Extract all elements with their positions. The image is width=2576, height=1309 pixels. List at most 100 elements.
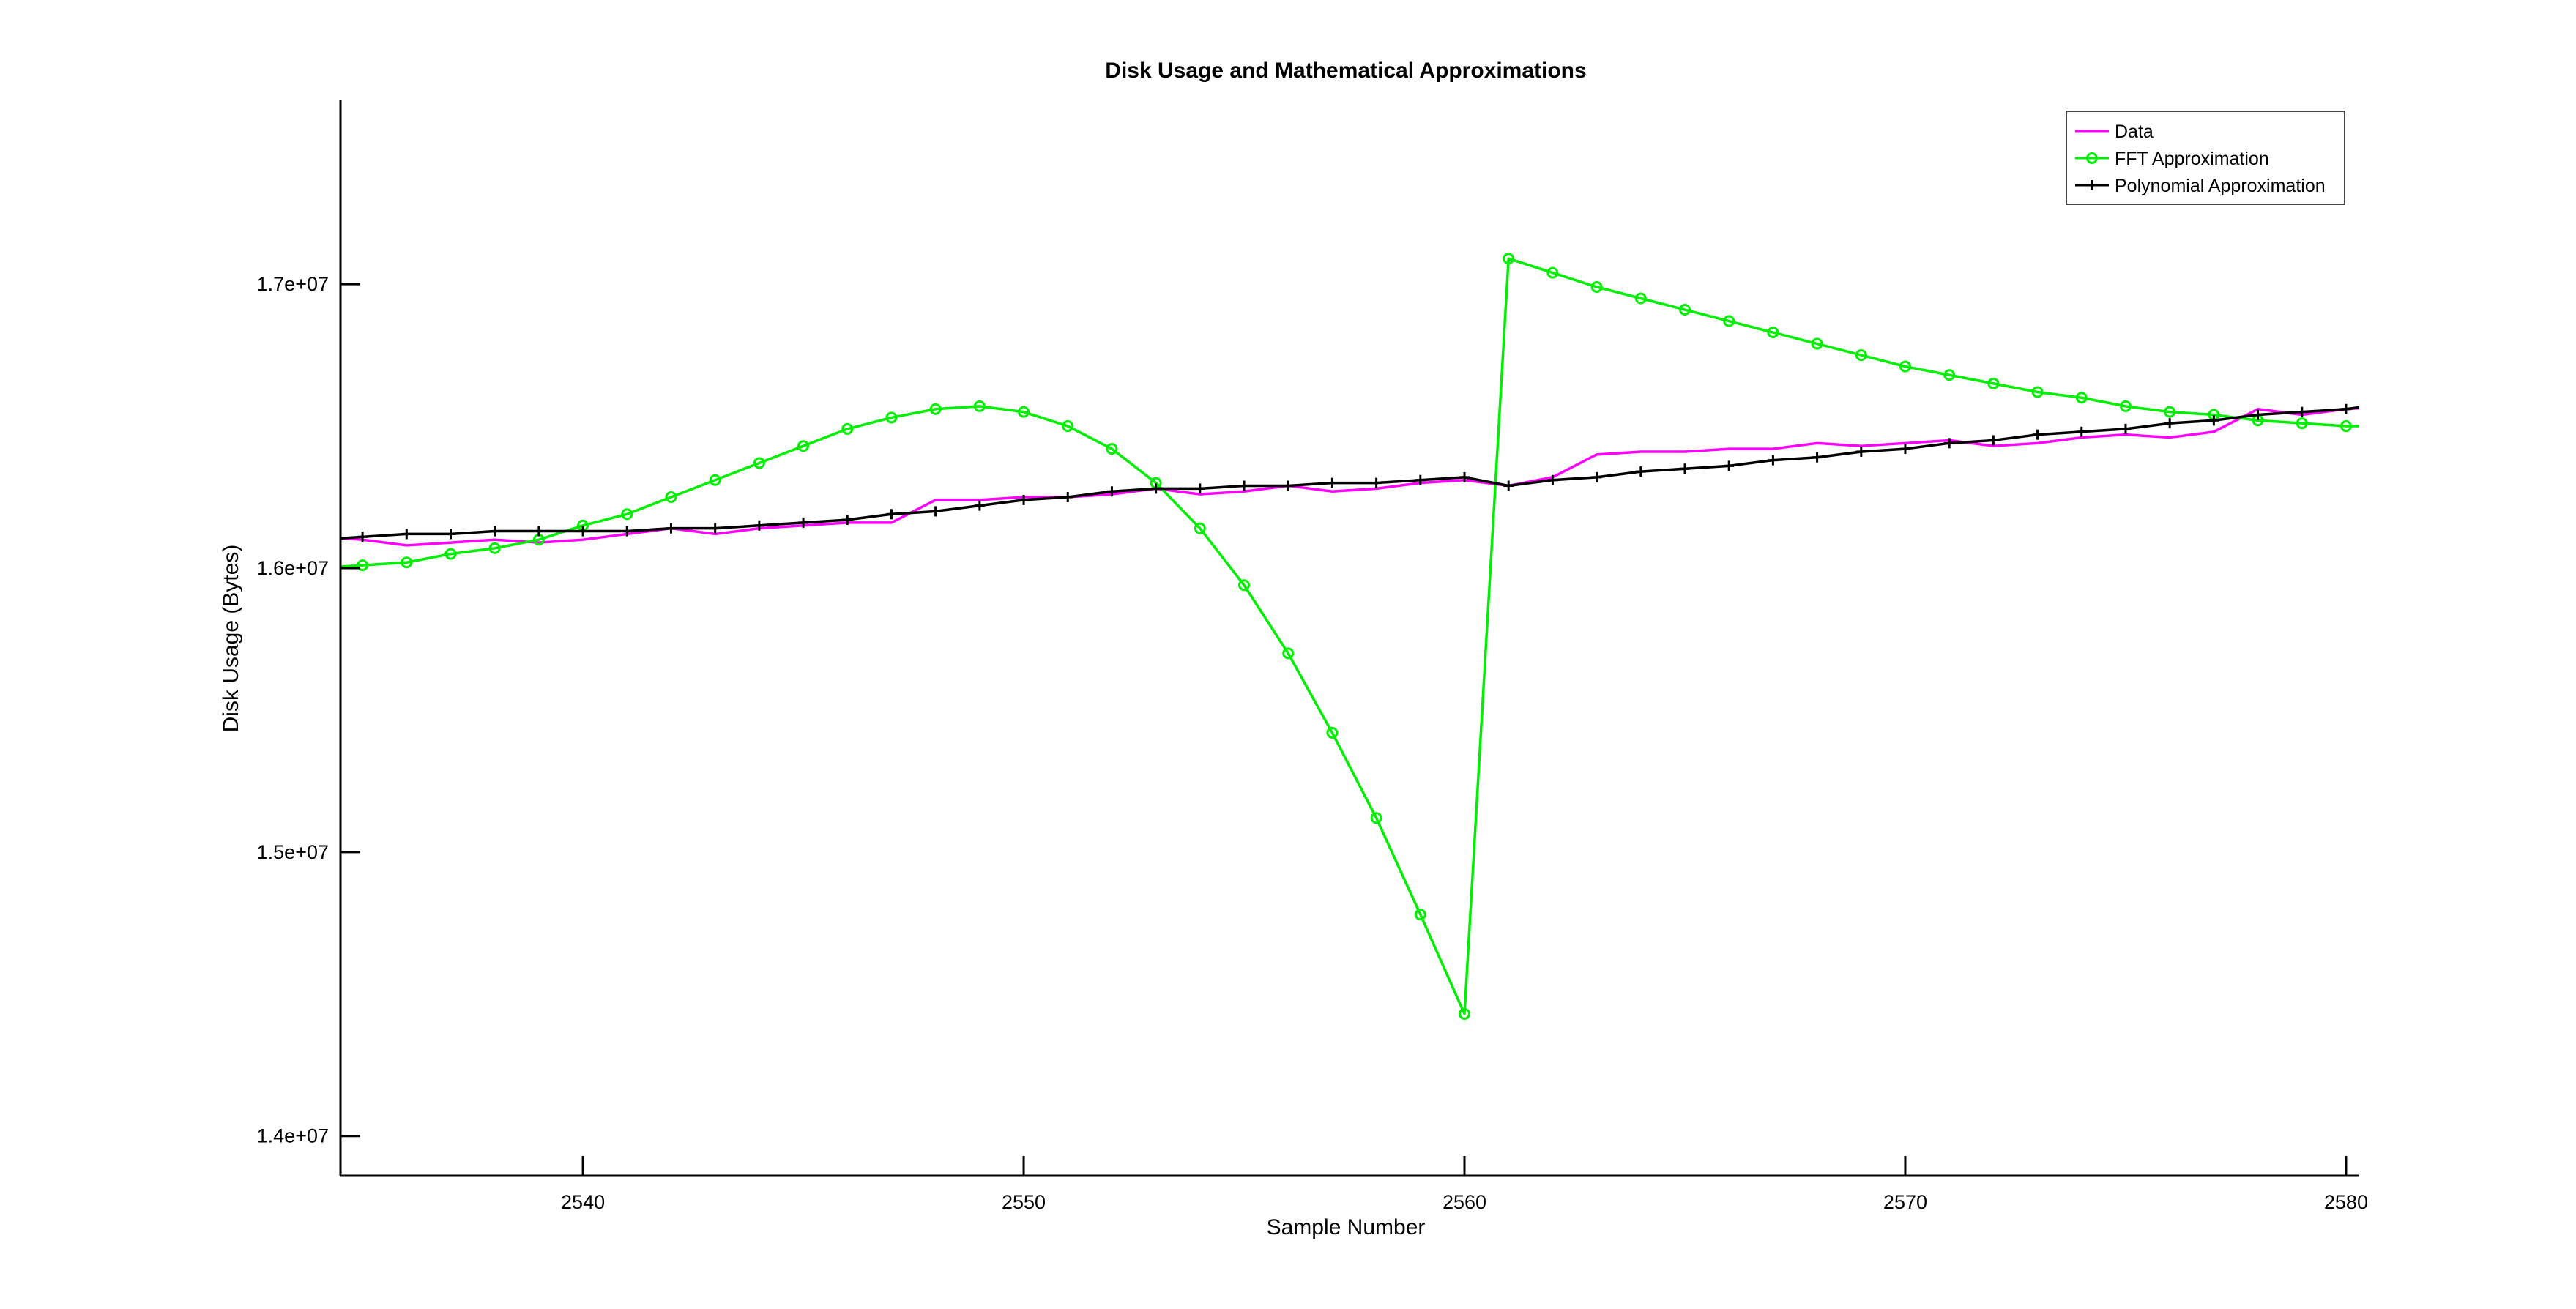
data-point-polynomial-approximation bbox=[622, 526, 633, 537]
legend-item-data: Data bbox=[2075, 122, 2154, 142]
data-point-polynomial-approximation bbox=[1415, 474, 1426, 485]
data-point-polynomial-approximation bbox=[1194, 483, 1205, 494]
data-point-polynomial-approximation bbox=[1459, 471, 1470, 482]
data-point-polynomial-approximation bbox=[313, 534, 324, 545]
data-point-polynomial-approximation bbox=[533, 526, 544, 537]
chart-title: Disk Usage and Mathematical Approximatio… bbox=[1105, 59, 1586, 83]
data-point-fft-approximation bbox=[1018, 406, 1030, 418]
legend-box bbox=[2066, 111, 2345, 205]
data-point-fft-approximation bbox=[1678, 304, 1691, 316]
legend-marker bbox=[2086, 152, 2098, 164]
data-point-polynomial-approximation bbox=[974, 500, 985, 511]
data-point-polynomial-approximation bbox=[1944, 438, 1955, 449]
data-point-fft-approximation bbox=[2339, 420, 2352, 433]
data-point-polynomial-approximation bbox=[1547, 474, 1558, 485]
legend-label: Data bbox=[2115, 122, 2154, 142]
data-point-polynomial-approximation bbox=[2385, 398, 2395, 409]
data-point-fft-approximation bbox=[929, 403, 942, 415]
data-point-polynomial-approximation bbox=[1988, 435, 1999, 446]
data-point-polynomial-approximation bbox=[1239, 480, 1250, 491]
data-point-polynomial-approximation bbox=[1150, 483, 1161, 494]
data-point-fft-approximation bbox=[1855, 349, 1867, 362]
data-point-fft-approximation bbox=[841, 422, 854, 435]
legend-marker bbox=[2087, 180, 2097, 190]
x-tick-label: 2540 bbox=[561, 1191, 605, 1213]
series-data bbox=[340, 406, 2359, 547]
y-tick-label: 1.6e+07 bbox=[257, 557, 329, 579]
data-point-fft-approximation bbox=[885, 411, 898, 424]
data-point-polynomial-approximation bbox=[2032, 429, 2043, 440]
data-point-fft-approximation bbox=[1943, 369, 1956, 381]
data-point-fft-approximation bbox=[444, 548, 457, 560]
data-point-polynomial-approximation bbox=[666, 523, 677, 534]
data-point-fft-approximation bbox=[1590, 280, 1603, 293]
data-point-fft-approximation bbox=[1459, 1007, 1471, 1020]
data-point-polynomial-approximation bbox=[1768, 455, 1779, 466]
data-point-fft-approximation bbox=[488, 542, 501, 554]
data-point-fft-approximation bbox=[1723, 315, 1735, 327]
data-point-polynomial-approximation bbox=[842, 515, 853, 526]
data-point-fft-approximation bbox=[797, 440, 810, 452]
data-point-polynomial-approximation bbox=[2076, 426, 2087, 437]
data-point-fft-approximation bbox=[1106, 443, 1118, 455]
data-point-fft-approximation bbox=[1194, 522, 1206, 534]
series-line-polynomial-approximation bbox=[340, 406, 2359, 540]
data-point-fft-approximation bbox=[1326, 726, 1339, 739]
data-point-fft-approximation bbox=[753, 457, 765, 469]
data-point-fft-approximation bbox=[2164, 406, 2176, 418]
data-point-fft-approximation bbox=[2075, 392, 2088, 404]
data-point-fft-approximation bbox=[1503, 253, 1515, 265]
y-tick-label: 1.5e+07 bbox=[257, 841, 329, 863]
series-fft-approximation bbox=[340, 253, 2359, 1020]
x-tick-label: 2580 bbox=[2324, 1191, 2368, 1213]
data-point-polynomial-approximation bbox=[578, 526, 589, 537]
legend-item-fft-approximation: FFT Approximation bbox=[2075, 149, 2269, 169]
data-point-polynomial-approximation bbox=[489, 526, 500, 537]
data-point-fft-approximation bbox=[1811, 337, 1823, 350]
data-point-fft-approximation bbox=[2031, 386, 2044, 398]
data-point-polynomial-approximation bbox=[798, 517, 809, 528]
data-point-fft-approximation bbox=[1546, 266, 1559, 279]
data-point-polynomial-approximation bbox=[2208, 415, 2219, 426]
data-point-polynomial-approximation bbox=[1724, 460, 1735, 471]
data-point-polynomial-approximation bbox=[401, 529, 412, 540]
data-point-polynomial-approximation bbox=[1679, 463, 1690, 474]
series-polynomial-approximation bbox=[313, 398, 2395, 545]
data-point-fft-approximation bbox=[357, 559, 369, 572]
axes: 2540 2550 2560 2570 2580 1.4e+07 1.5e+07 1.6e+0… bbox=[257, 100, 2368, 1213]
data-point-fft-approximation bbox=[401, 556, 413, 569]
data-point-polynomial-approximation bbox=[445, 529, 456, 540]
x-axis-label: Sample Number bbox=[1267, 1215, 1426, 1239]
data-point-polynomial-approximation bbox=[710, 523, 721, 534]
data-point-polynomial-approximation bbox=[2164, 418, 2175, 429]
y-axis-label: Disk Usage (Bytes) bbox=[219, 545, 243, 733]
legend-label: Polynomial Approximation bbox=[2115, 176, 2326, 196]
data-point-fft-approximation bbox=[2296, 417, 2308, 430]
y-tick-label: 1.7e+07 bbox=[257, 273, 329, 295]
data-point-polynomial-approximation bbox=[886, 509, 897, 520]
data-point-fft-approximation bbox=[1282, 647, 1295, 660]
data-point-polynomial-approximation bbox=[930, 506, 941, 517]
data-point-fft-approximation bbox=[709, 474, 721, 486]
x-tick-label: 2550 bbox=[1002, 1191, 1046, 1213]
data-point-polynomial-approximation bbox=[357, 532, 368, 542]
data-point-polynomial-approximation bbox=[1635, 466, 1646, 477]
x-tick-label: 2570 bbox=[1883, 1191, 1927, 1213]
series-line-data bbox=[340, 406, 2359, 547]
data-point-polynomial-approximation bbox=[1812, 452, 1823, 463]
data-point-polynomial-approximation bbox=[1371, 477, 1382, 488]
data-point-fft-approximation bbox=[1370, 812, 1382, 824]
data-point-fft-approximation bbox=[1767, 327, 1779, 339]
data-point-fft-approximation bbox=[665, 491, 677, 504]
data-point-polynomial-approximation bbox=[1899, 444, 1910, 455]
data-point-polynomial-approximation bbox=[1327, 477, 1338, 488]
data-point-polynomial-approximation bbox=[1062, 492, 1073, 503]
data-point-polynomial-approximation bbox=[1503, 480, 1514, 491]
legend-item-polynomial-approximation: Polynomial Approximation bbox=[2075, 176, 2326, 196]
data-point-polynomial-approximation bbox=[1591, 471, 1602, 482]
data-point-fft-approximation bbox=[1634, 292, 1647, 305]
data-point-polynomial-approximation bbox=[1106, 486, 1117, 497]
data-point-polynomial-approximation bbox=[2252, 409, 2263, 420]
